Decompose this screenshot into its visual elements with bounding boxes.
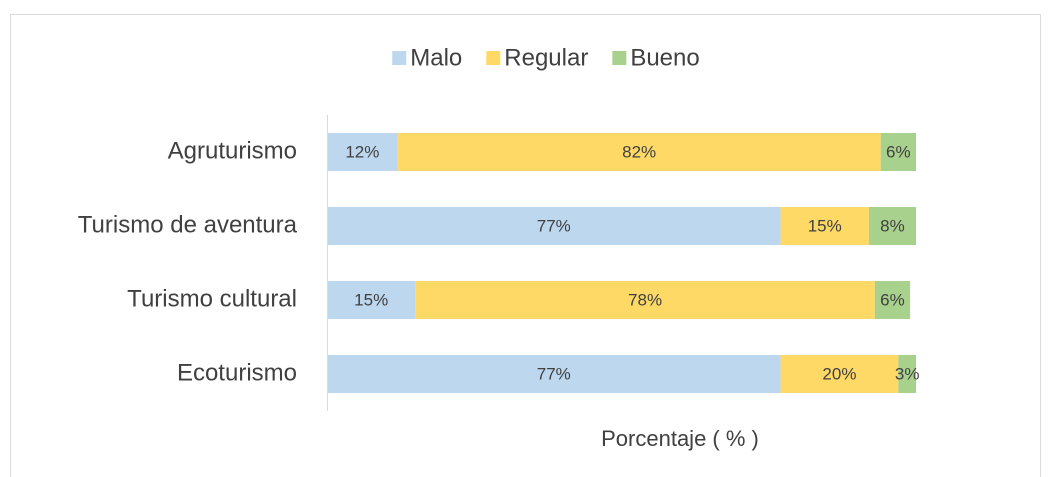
bar-segment [327, 133, 398, 171]
data-label: 20% [822, 364, 856, 383]
bar-segment [868, 207, 916, 245]
bar-segment [880, 133, 916, 171]
bar-segment [780, 355, 899, 393]
data-label: 6% [886, 142, 911, 161]
data-label: 77% [537, 216, 571, 235]
legend-label: Regular [504, 44, 588, 71]
legend-label: Bueno [630, 44, 699, 71]
y-tick-label: Turismo cultural [127, 285, 297, 312]
y-tick-label: Agruturismo [168, 137, 297, 164]
legend-label: Malo [410, 44, 462, 71]
data-label: 12% [345, 142, 379, 161]
chart-frame [10, 14, 1041, 477]
data-label: 3% [895, 364, 920, 383]
data-label: 6% [880, 290, 905, 309]
data-label: 8% [880, 216, 905, 235]
x-axis-title: Porcentaje ( % ) [601, 426, 759, 451]
data-label: 77% [537, 364, 571, 383]
bar-segment [874, 281, 911, 319]
y-tick-label: Ecoturismo [177, 359, 297, 386]
bar-segment [327, 207, 781, 245]
legend-swatch [392, 51, 407, 65]
data-label: 78% [628, 290, 662, 309]
y-tick-label: Turismo de aventura [78, 211, 298, 238]
bar-segment [327, 281, 416, 319]
data-label: 15% [354, 290, 388, 309]
data-label: 15% [808, 216, 842, 235]
bar-segment [898, 355, 916, 393]
bar-segment [415, 281, 875, 319]
bar-segment [397, 133, 881, 171]
legend-swatch [486, 51, 501, 65]
legend-swatch [612, 51, 627, 65]
data-label: 82% [622, 142, 656, 161]
bar-segment [327, 355, 781, 393]
bar-segment [780, 207, 869, 245]
